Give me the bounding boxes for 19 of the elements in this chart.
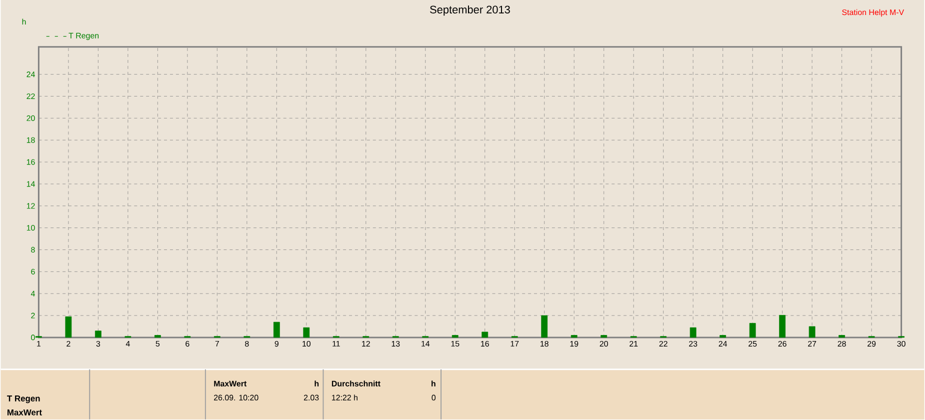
bar (838, 335, 846, 338)
chart-title: September 2013 (430, 6, 510, 16)
bar (154, 335, 161, 338)
bar (720, 335, 726, 338)
bar (65, 316, 72, 338)
text: MaxWert (8, 410, 42, 416)
bar (690, 327, 696, 338)
bar (541, 315, 548, 338)
bar (452, 335, 458, 338)
text: T Regen (7, 396, 40, 404)
bar (570, 335, 578, 338)
bar (303, 327, 310, 338)
bar (273, 322, 280, 338)
bar (749, 323, 756, 338)
bar (482, 332, 488, 338)
bar (600, 335, 608, 338)
bar (779, 315, 786, 338)
bar (808, 326, 816, 338)
bar (94, 330, 102, 338)
